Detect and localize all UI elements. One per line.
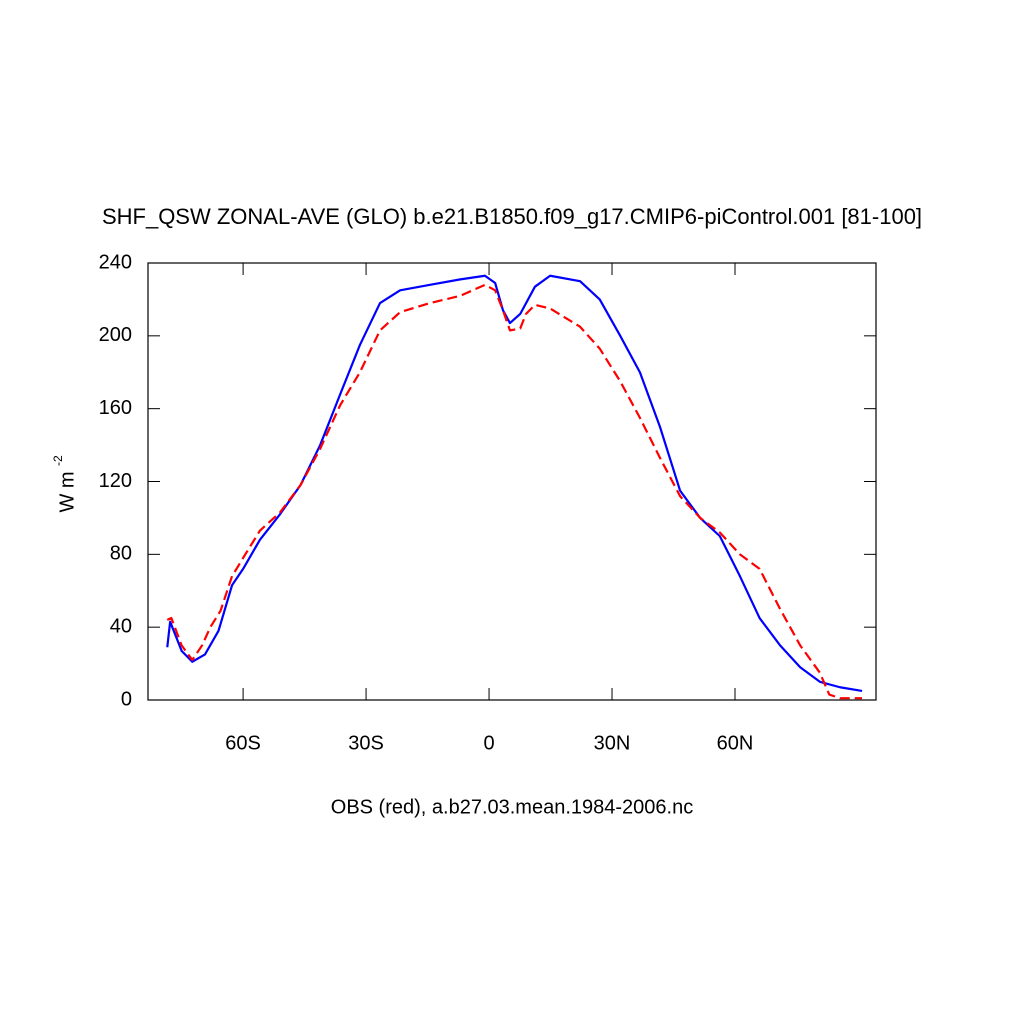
series-line [166,283,863,700]
x-tick-label: 30N [594,732,631,754]
y-tick-label: 200 [99,324,132,346]
y-axis-label-superscript: -2 [51,455,65,466]
y-tick-label: 160 [99,397,132,419]
y-tick-label: 80 [110,543,132,565]
chart-title: SHF_QSW ZONAL-AVE (GLO) b.e21.B1850.f09_… [102,204,922,229]
x-axis-label: OBS (red), a.b27.03.mean.1984-2006.nc [331,796,693,818]
x-tick-label: 60N [717,732,754,754]
y-tick-label: 40 [110,615,132,637]
x-tick-label: 60S [225,732,261,754]
y-axis-label: W m [56,471,78,512]
y-tick-label: 120 [99,470,132,492]
plot-frame [147,262,877,701]
y-axis-label-group: W m -2 [51,455,78,513]
y-tick-label: 240 [99,251,132,273]
x-tick-label: 0 [483,732,494,754]
y-tick-label: 0 [121,688,132,710]
series-line [166,274,863,692]
x-tick-label: 30S [348,732,384,754]
